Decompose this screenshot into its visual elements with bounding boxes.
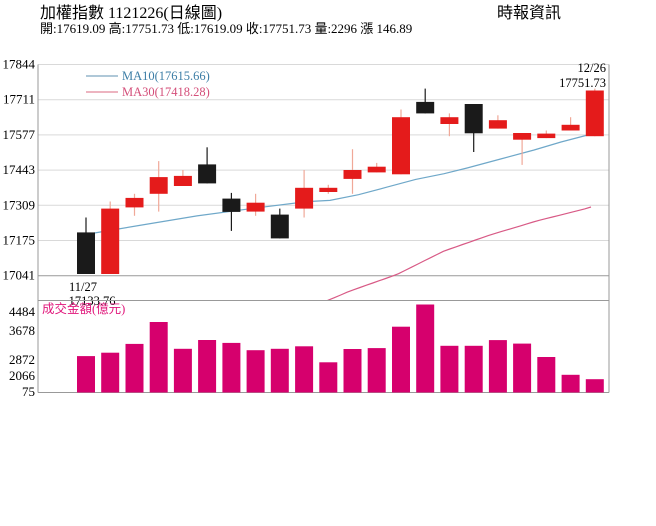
svg-text:2872: 2872 bbox=[9, 352, 35, 367]
svg-text:時報資訊: 時報資訊 bbox=[497, 4, 561, 22]
svg-text:MA10(17615.66): MA10(17615.66) bbox=[122, 69, 210, 83]
svg-text:17711: 17711 bbox=[3, 92, 35, 107]
svg-text:MA30(17418.28): MA30(17418.28) bbox=[122, 85, 210, 99]
svg-text:17309: 17309 bbox=[3, 197, 36, 212]
svg-text:加權指數 1121226(日線圖): 加權指數 1121226(日線圖) bbox=[40, 4, 222, 22]
svg-text:4484: 4484 bbox=[9, 304, 36, 319]
svg-text:17844: 17844 bbox=[3, 57, 36, 72]
svg-text:17041: 17041 bbox=[3, 268, 36, 283]
svg-text:成交金額(億元): 成交金額(億元) bbox=[42, 301, 125, 316]
svg-text:17175: 17175 bbox=[3, 233, 36, 248]
svg-text:17751.73: 17751.73 bbox=[559, 76, 606, 90]
svg-text:17443: 17443 bbox=[3, 162, 36, 177]
svg-text:2066: 2066 bbox=[9, 368, 36, 383]
svg-text:12/26: 12/26 bbox=[578, 61, 606, 75]
svg-text:3678: 3678 bbox=[9, 323, 35, 338]
svg-text:11/27: 11/27 bbox=[69, 280, 97, 294]
svg-text:17577: 17577 bbox=[3, 127, 36, 142]
svg-text:開:17619.09 高:17751.73 低:17619.: 開:17619.09 高:17751.73 低:17619.09 收:17751… bbox=[40, 21, 412, 36]
svg-text:75: 75 bbox=[22, 384, 35, 399]
